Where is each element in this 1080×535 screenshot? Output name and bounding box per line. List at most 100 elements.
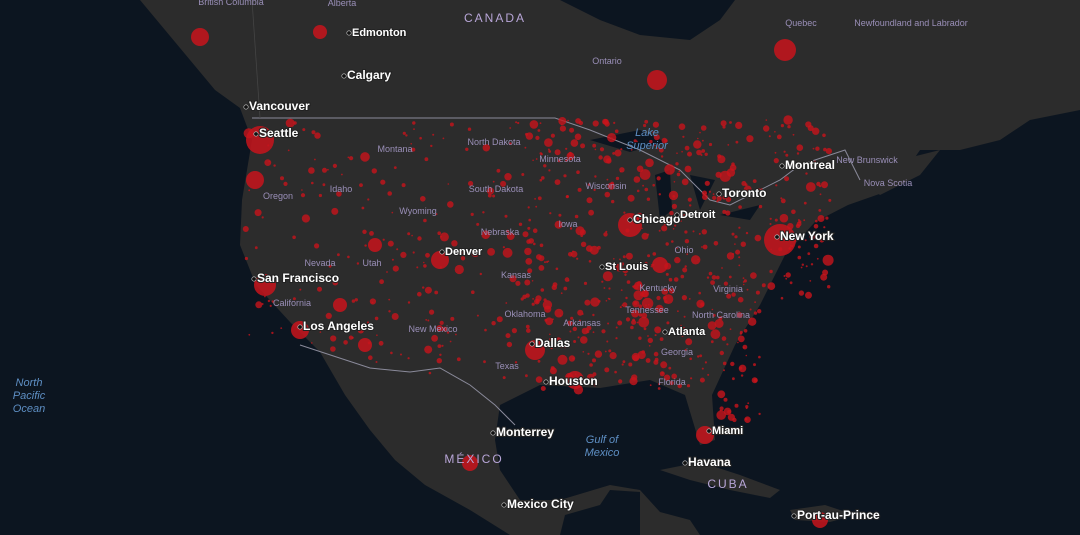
case-dot	[268, 160, 271, 163]
case-dot	[255, 301, 263, 309]
case-dot	[566, 152, 575, 161]
case-dot	[696, 149, 702, 156]
case-dot	[535, 158, 538, 160]
case-dot	[565, 195, 569, 199]
case-dot	[422, 286, 425, 289]
case-dot	[371, 168, 377, 174]
case-dot	[360, 152, 370, 162]
case-dot	[244, 256, 248, 261]
case-dot	[555, 267, 559, 271]
case-dot	[361, 206, 365, 210]
case-dot	[825, 216, 829, 220]
case-dot	[742, 277, 745, 279]
case-dot	[810, 263, 814, 266]
case-dot	[539, 122, 542, 125]
case-dot	[648, 345, 651, 347]
case-dot	[254, 274, 276, 296]
case-dot	[424, 286, 432, 294]
region-label: California	[273, 298, 311, 308]
case-dot	[697, 355, 700, 358]
case-dot	[471, 249, 480, 257]
case-dot	[368, 238, 382, 252]
case-dot	[542, 300, 553, 310]
case-dot	[586, 330, 590, 334]
case-dot	[540, 386, 546, 391]
case-dot	[356, 262, 360, 265]
case-dot	[732, 377, 735, 381]
case-dot	[652, 183, 655, 187]
case-dot	[746, 135, 754, 143]
case-dot	[476, 314, 479, 317]
case-dot	[486, 187, 495, 195]
case-dot	[509, 275, 517, 283]
case-dot	[697, 137, 699, 140]
case-dot	[614, 129, 619, 133]
case-dot	[708, 142, 713, 147]
case-dot	[818, 209, 822, 212]
case-dot	[437, 231, 442, 235]
case-dot	[819, 193, 822, 196]
case-dot	[812, 147, 815, 150]
case-dot	[407, 232, 411, 236]
case-dot	[792, 133, 795, 136]
case-dot	[559, 125, 567, 132]
case-dot	[633, 176, 641, 183]
case-dot	[729, 328, 732, 331]
case-dot	[419, 136, 422, 140]
case-dot	[785, 272, 791, 278]
case-dot	[347, 156, 350, 159]
city-label: Los Angeles	[303, 319, 374, 333]
case-dot	[608, 349, 612, 353]
region-label: Idaho	[330, 184, 353, 194]
case-dot	[711, 308, 714, 311]
case-dot	[607, 182, 615, 190]
case-dot	[645, 358, 651, 363]
case-dot	[378, 340, 384, 346]
case-dot	[547, 148, 550, 151]
case-dot	[371, 301, 374, 304]
case-dot	[636, 321, 639, 324]
region-label: Wisconsin	[585, 181, 626, 191]
case-dot	[274, 133, 278, 137]
case-dot	[456, 357, 461, 362]
case-dot	[686, 253, 689, 256]
case-dot	[424, 345, 433, 354]
case-dot	[605, 300, 608, 302]
case-dot	[531, 280, 534, 282]
case-dot	[567, 119, 569, 122]
case-dot	[539, 152, 543, 155]
case-dot	[580, 241, 587, 247]
case-dot	[412, 251, 415, 254]
case-dot	[689, 357, 692, 361]
city-dot	[774, 234, 780, 240]
border	[252, 117, 861, 206]
case-dot	[701, 229, 707, 235]
case-dot	[375, 361, 378, 363]
case-dot	[506, 232, 515, 241]
case-dot	[707, 321, 717, 330]
case-dot	[531, 302, 535, 306]
case-dot	[357, 327, 364, 334]
case-dot	[828, 198, 832, 202]
case-dot	[622, 302, 628, 308]
case-dot	[621, 304, 624, 307]
case-dot	[742, 283, 745, 286]
case-dot	[254, 209, 262, 217]
case-dot	[638, 336, 642, 340]
case-dot	[436, 325, 444, 332]
case-dot	[719, 350, 724, 356]
case-dot	[603, 155, 612, 164]
case-dot	[327, 168, 329, 171]
case-dot	[611, 199, 615, 204]
case-dot	[502, 247, 513, 258]
case-dot	[710, 280, 715, 285]
case-dot	[568, 252, 573, 257]
case-dot	[655, 304, 664, 313]
region-label: Ontario	[592, 56, 622, 66]
case-dot	[615, 263, 623, 272]
case-dot	[533, 242, 536, 246]
case-dot	[564, 346, 567, 349]
case-dot	[411, 147, 416, 152]
case-dot	[413, 128, 415, 131]
case-dot	[602, 118, 609, 125]
